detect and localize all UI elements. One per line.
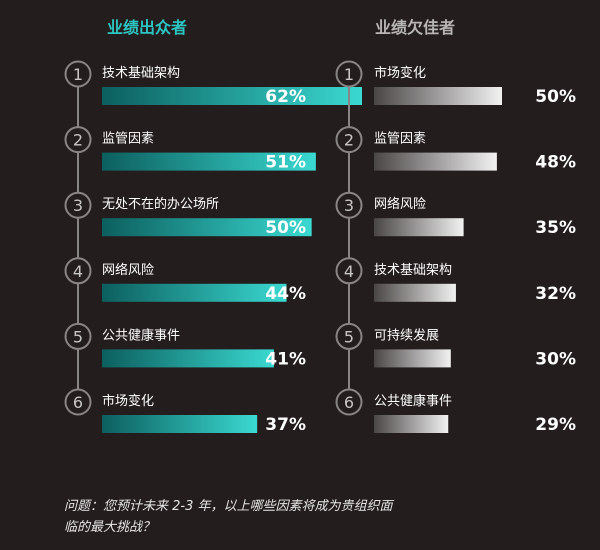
left-value-label: 62% <box>265 87 306 107</box>
right-bar <box>374 218 464 237</box>
right-bar <box>374 415 449 433</box>
left-value-label: 51% <box>265 153 306 173</box>
left-bar <box>102 87 362 105</box>
right-rank-number: 1 <box>344 65 354 84</box>
right-rank-circle <box>335 388 363 416</box>
left-rank-circle <box>64 322 92 350</box>
right-rank-number: 5 <box>344 327 354 346</box>
left-rank-circle <box>64 60 92 88</box>
left-bar <box>102 415 258 433</box>
left-category-label: 市场变化 <box>102 393 154 409</box>
right-rank-circle <box>335 60 363 88</box>
right-value-label: 48% <box>535 153 576 173</box>
right-category-label: 可持续发展 <box>374 327 439 343</box>
right-value-label: 32% <box>535 284 576 304</box>
right-bar <box>374 349 451 368</box>
left-rank-number: 5 <box>73 327 83 346</box>
right-value-label: 29% <box>535 415 576 435</box>
right-category-label: 监管因素 <box>374 132 426 147</box>
left-rank-circle <box>64 257 92 285</box>
left-rank-number: 3 <box>73 196 83 215</box>
left-rank-number: 2 <box>73 131 83 150</box>
left-category-label: 公共健康事件 <box>102 327 180 343</box>
right-panel-title: 业绩欠佳者 <box>375 18 456 37</box>
left-bar <box>102 349 274 368</box>
right-rank-number: 6 <box>344 393 354 412</box>
right-rank-circle <box>335 191 363 219</box>
left-value-label: 37% <box>265 415 306 435</box>
right-value-label: 35% <box>535 218 576 238</box>
left-bar <box>102 152 316 171</box>
right-bar <box>374 87 502 105</box>
left-category-label: 监管因素 <box>102 132 154 147</box>
right-rank-number: 3 <box>344 196 354 215</box>
left-category-label: 网络风险 <box>102 262 154 278</box>
right-bar <box>374 152 497 171</box>
left-category-label: 技术基础架构 <box>102 66 180 81</box>
left-rank-circle <box>64 388 92 416</box>
right-rank-number: 4 <box>344 262 354 281</box>
left-panel-title: 业绩出众者 <box>107 18 188 37</box>
right-bar <box>374 283 456 302</box>
left-value-label: 50% <box>265 218 306 238</box>
left-rank-number: 6 <box>73 393 83 412</box>
right-rank-number: 2 <box>344 131 354 150</box>
right-value-label: 30% <box>535 349 576 369</box>
left-rank-number: 1 <box>73 65 83 84</box>
left-category-label: 无处不在的办公场所 <box>102 196 219 212</box>
right-category-label: 市场变化 <box>374 65 426 81</box>
right-category-label: 公共健康事件 <box>374 393 452 409</box>
right-value-label: 50% <box>535 87 576 107</box>
left-rank-circle <box>64 191 92 219</box>
left-value-label: 41% <box>265 349 306 369</box>
left-rank-number: 4 <box>73 262 83 281</box>
right-category-label: 技术基础架构 <box>374 263 452 278</box>
question-footnote: 问题：您预计未来 2-3 年，以上哪些因素将成为贵组织面临的最大挑战？ <box>64 499 393 535</box>
right-category-label: 网络风险 <box>374 196 426 212</box>
right-rank-circle <box>335 257 363 285</box>
right-rank-circle <box>335 322 363 350</box>
left-bar <box>102 218 312 237</box>
right-rank-circle <box>335 126 363 154</box>
left-bar <box>102 283 287 302</box>
left-value-label: 44% <box>265 284 306 304</box>
left-rank-circle <box>64 126 92 154</box>
